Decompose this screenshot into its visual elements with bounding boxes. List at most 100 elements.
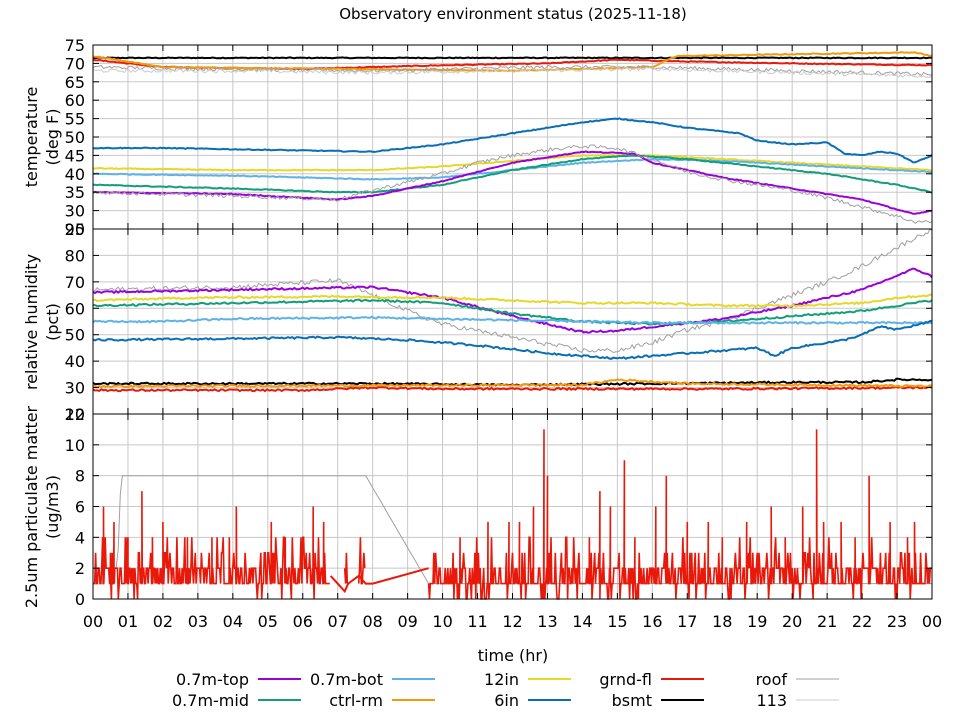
x-tick-label: 13 [537,612,557,631]
series-line-113 [92,66,933,79]
chart-panels: 2530354045505560657075203040506070809002… [65,36,933,609]
y-axis-label-temperature: temperature (deg F) [22,87,62,188]
y-tick-label: 80 [65,246,85,265]
x-tick-label: 20 [782,612,802,631]
series-line-grnd-fl [427,429,932,600]
y-tick-label: 8 [75,467,85,486]
y-tick-label: 65 [65,73,85,92]
x-tick-label: 22 [852,612,872,631]
series-line-ctrl-rm [92,378,933,389]
y-tick-label: 60 [65,299,85,318]
series-line-bsmt [92,56,933,60]
x-tick-label: 00 [83,612,103,631]
y-tick-label: 90 [65,220,85,239]
x-tick-labels: 00 01 02 03 04 05 06 07 08 09 10 11 12 13 14 15 16 17 18 19… [83,612,942,631]
legend-label-bsmt: bsmt [612,691,652,710]
series-line-6in [92,117,933,164]
x-tick-label: 14 [572,612,592,631]
y-axis-label-pm25-line2: (ug/m3) [43,475,62,539]
series-line-0.7m-top [92,150,933,215]
x-tick-label: 08 [362,612,382,631]
series-line-grnd-fl [357,537,366,585]
panel-pm25: 0 2 4 6 8 10 12 [65,405,933,609]
y-axis-label-pm25: 2.5um particulate matter (ug/m3) [22,405,62,608]
y-tick-label: 30 [65,379,85,398]
y-tick-label: 45 [65,146,85,165]
series-line-grnd-fl [93,491,330,600]
x-tick-label: 05 [258,612,278,631]
series-line-grnd-fl-connector [329,567,429,594]
x-tick-label: 07 [328,612,348,631]
y-tick-label: 20 [65,405,85,424]
y-tick-label: 35 [65,183,85,202]
series-line-0.7m-bot [92,315,933,325]
y-tick-label: 2 [75,559,85,578]
panel-humidity: 20 30 40 50 60 70 80 90 [65,220,933,424]
y-tick-label: 4 [75,528,85,547]
x-tick-label: 12 [502,612,522,631]
y-axis-label-humidity-line1: relative humidity [22,254,41,390]
y-tick-label: 60 [65,91,85,110]
x-tick-label: 23 [887,612,907,631]
y-tick-label: 40 [65,352,85,371]
y-tick-label: 70 [65,54,85,73]
legend-label-0.7m-mid: 0.7m-mid [172,691,249,710]
x-tick-label: 15 [607,612,627,631]
x-tick-label: 04 [223,612,243,631]
chart-legend: 0.7m-top 0.7m-mid 0.7m-bot ctrl-rm 12in 6in gr… [172,670,839,710]
x-tick-label: 09 [397,612,417,631]
x-tick-label: 03 [188,612,208,631]
x-axis-label: time (hr) [478,646,548,665]
chart-title: Observatory environment status (2025-11-… [339,5,687,23]
series-line-0.7m-mid [92,298,933,326]
y-axis-label-pm25-line1: 2.5um particulate matter [22,405,41,608]
y-tick-label: 50 [65,128,85,147]
x-tick-label: 21 [817,612,837,631]
series-line-grnd-fl [343,552,349,584]
y-axis-label-humidity-line2: (pct) [43,303,62,341]
x-tick-label: 16 [642,612,662,631]
legend-label-113: 113 [756,691,787,710]
y-tick-label: 75 [65,36,85,55]
x-tick-label: 00 [922,612,942,631]
x-tick-label: 11 [467,612,487,631]
y-tick-label: 25 [65,220,85,239]
x-tick-label: 19 [747,612,767,631]
legend-label-grnd-fl: grnd-fl [599,670,652,689]
x-tick-label: 17 [677,612,697,631]
series-line-12in [92,153,933,172]
x-tick-label: 18 [712,612,732,631]
y-tick-label: 10 [65,436,85,455]
series-line-12in [92,293,933,308]
legend-label-ctrl-rm: ctrl-rm [329,691,383,710]
x-tick-label: 02 [153,612,173,631]
y-axis-label-humidity: relative humidity (pct) [22,254,62,390]
series-line-grnd-fl [92,385,933,393]
y-tick-label: 55 [65,110,85,129]
legend-label-0.7m-bot: 0.7m-bot [310,670,383,689]
y-tick-label: 0 [75,590,85,609]
y-axis-label-temperature-line1: temperature [22,87,41,188]
legend-label-roof: roof [756,670,788,689]
y-tick-label: 70 [65,273,85,292]
legend-label-0.7m-top: 0.7m-top [176,670,249,689]
legend-label-12in: 12in [484,670,519,689]
series-line-roof [92,228,933,354]
series-line-ctrl-rm [92,51,933,73]
legend-label-6in: 6in [494,691,519,710]
x-tick-label: 01 [118,612,138,631]
y-tick-label: 12 [65,405,85,424]
x-tick-label: 06 [293,612,313,631]
series-line-0.7m-mid [92,154,933,194]
y-tick-label: 6 [75,498,85,517]
x-tick-label: 10 [432,612,452,631]
y-tick-label: 30 [65,202,85,221]
series-line-roof [92,144,933,224]
y-tick-label: 40 [65,165,85,184]
series-line-6in [92,319,933,360]
y-tick-label: 50 [65,326,85,345]
y-axis-label-temperature-line2: (deg F) [43,109,62,166]
